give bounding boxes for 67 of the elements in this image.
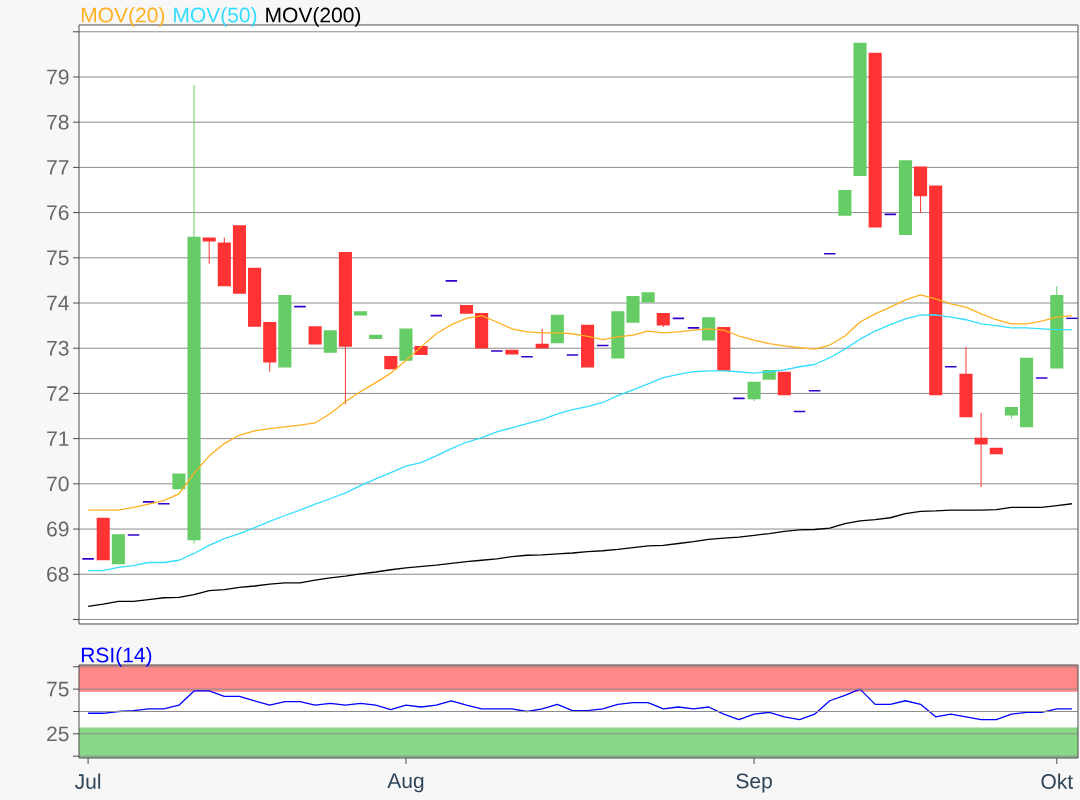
- candlestick: [353, 311, 368, 316]
- candlestick: [1065, 317, 1078, 320]
- y-tick-label: 74: [47, 295, 69, 311]
- candlestick: [308, 326, 322, 345]
- y-tick-label: 78: [47, 114, 69, 130]
- candlestick: [732, 397, 746, 400]
- candlestick: [868, 52, 882, 228]
- candlestick: [929, 185, 943, 396]
- candlestick: [248, 267, 262, 327]
- candlestick: [641, 292, 655, 303]
- candlestick: [626, 295, 640, 323]
- candlestick: [808, 389, 822, 392]
- candlestick: [278, 294, 292, 368]
- candlestick: [369, 334, 383, 340]
- candlestick: [399, 328, 413, 361]
- candlestick: [293, 305, 307, 308]
- candlestick: [535, 328, 549, 349]
- candlestick: [974, 412, 988, 488]
- candlestick: [581, 324, 595, 368]
- y-tick-label: 75: [47, 250, 69, 266]
- candlestick: [1019, 357, 1034, 428]
- candlestick: [459, 304, 474, 314]
- y-tick-label: 77: [47, 160, 69, 175]
- candlestick: [550, 314, 564, 344]
- candlestick: [823, 252, 837, 255]
- line-series: [87, 314, 1073, 572]
- candlestick: [702, 317, 716, 341]
- candlestick: [384, 356, 398, 370]
- y-tick-label: 69: [47, 521, 69, 537]
- candlestick: [323, 330, 337, 353]
- candlestick: [96, 517, 110, 561]
- candlestick: [475, 313, 489, 349]
- candlestick: [671, 317, 685, 320]
- candlestick: [989, 447, 1003, 455]
- candlestick: [747, 381, 761, 402]
- text: MOV(50): [174, 7, 257, 27]
- y-tick-label: 73: [47, 340, 69, 356]
- candlestick: [944, 365, 958, 368]
- candlestick: [717, 327, 731, 371]
- candlestick: [777, 371, 791, 396]
- candlestick: [611, 311, 625, 359]
- candlestick: [883, 213, 897, 216]
- candlestick: [232, 225, 246, 294]
- y-tick-label: 79: [47, 69, 69, 85]
- candlestick: [157, 502, 171, 505]
- y-tick-label: 25: [47, 726, 69, 742]
- y-tick-label: 70: [47, 476, 69, 492]
- candlestick: [898, 160, 912, 236]
- candlestick: [853, 42, 867, 176]
- text: MOV(200): [266, 7, 361, 27]
- y-tick-label: 72: [47, 386, 69, 401]
- x-tick-label: Sep: [736, 773, 772, 793]
- candlestick: [111, 534, 125, 565]
- y-tick-label: 75: [47, 681, 69, 697]
- candlestick: [838, 190, 852, 216]
- y-tick-label: 76: [47, 205, 69, 221]
- x-tick-label: Jul: [75, 773, 101, 789]
- candlestick: [596, 344, 610, 347]
- x-tick-label: Okt: [1041, 773, 1073, 789]
- y-tick-label: 71: [47, 431, 69, 446]
- text: MOV(20): [81, 7, 165, 27]
- x-tick-label: Aug: [387, 773, 424, 793]
- candlestick: [429, 314, 443, 317]
- candlestick: [792, 410, 807, 413]
- y-tick-label: 68: [47, 566, 69, 582]
- text: RSI(14): [81, 647, 152, 667]
- candlestick: [172, 473, 186, 490]
